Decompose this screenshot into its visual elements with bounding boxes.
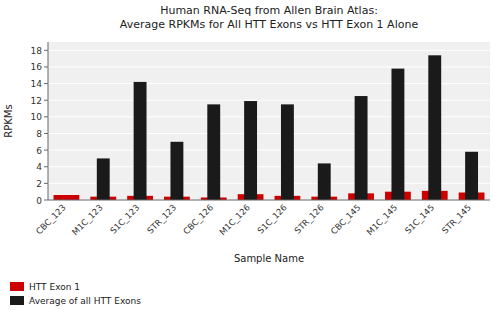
bar bbox=[281, 104, 294, 200]
title-line: Average RPKMs for All HTT Exons vs HTT E… bbox=[120, 18, 419, 31]
x-tick-label: S1C_145 bbox=[403, 202, 436, 235]
bar bbox=[54, 195, 80, 200]
grid-line bbox=[48, 133, 490, 134]
y-tick-label: 16 bbox=[31, 62, 43, 72]
legend: HTT Exon 1 Average of all HTT Exons bbox=[10, 282, 141, 306]
y-tick bbox=[44, 116, 48, 117]
y-tick bbox=[44, 183, 48, 184]
x-tick-label: M1C_126 bbox=[217, 202, 252, 237]
grid-line bbox=[48, 150, 490, 151]
grid-line bbox=[48, 100, 490, 101]
x-tick-label: M1C_145 bbox=[365, 202, 400, 237]
bar bbox=[134, 82, 147, 200]
y-tick bbox=[44, 50, 48, 51]
bar bbox=[170, 142, 183, 200]
y-tick-label: 18 bbox=[31, 46, 43, 56]
y-axis-label: RPKMs bbox=[3, 104, 14, 137]
bars bbox=[54, 55, 485, 200]
x-tick-label: STR_126 bbox=[292, 202, 325, 235]
x-tick-label: CBC_126 bbox=[181, 202, 215, 236]
x-tick-label: M1C_123 bbox=[70, 202, 105, 237]
x-tick-label: S1C_126 bbox=[255, 202, 288, 235]
grid-line bbox=[48, 83, 490, 84]
x-tick-label: CBC_123 bbox=[34, 202, 68, 236]
y-tick bbox=[44, 150, 48, 151]
chart: Human RNA-Seq from Allen Brain Atlas:Ave… bbox=[0, 0, 500, 314]
y-tick bbox=[44, 100, 48, 101]
x-tick-label: STR_123 bbox=[145, 202, 178, 235]
x-tick-label: STR_145 bbox=[440, 202, 473, 235]
y-tick-label: 14 bbox=[31, 79, 43, 89]
title-line: Human RNA-Seq from Allen Brain Atlas: bbox=[160, 4, 378, 17]
legend-label: HTT Exon 1 bbox=[29, 282, 80, 292]
bar bbox=[391, 69, 404, 200]
legend-swatch bbox=[10, 296, 24, 305]
bar bbox=[428, 55, 441, 200]
grid-line bbox=[48, 50, 490, 51]
legend-swatch bbox=[10, 282, 24, 291]
grid-line bbox=[48, 116, 490, 117]
y-tick bbox=[44, 133, 48, 134]
y-tick-label: 4 bbox=[36, 162, 42, 172]
bar bbox=[244, 101, 257, 200]
y-tick-label: 8 bbox=[36, 129, 42, 139]
y-axis bbox=[48, 42, 49, 200]
bar bbox=[207, 104, 220, 200]
y-tick bbox=[44, 200, 48, 201]
x-tick-label: S1C_123 bbox=[108, 202, 141, 235]
y-tick-label: 10 bbox=[31, 112, 43, 122]
grid-line bbox=[48, 166, 490, 167]
grid-line bbox=[48, 200, 490, 201]
plot-background bbox=[48, 42, 490, 200]
y-tick-label: 6 bbox=[36, 146, 42, 156]
bar bbox=[318, 163, 331, 200]
x-axis-label: Sample Name bbox=[234, 253, 304, 264]
bar bbox=[355, 96, 368, 200]
x-tick-label: CBC_145 bbox=[329, 202, 363, 236]
y-tick bbox=[44, 83, 48, 84]
title: Human RNA-Seq from Allen Brain Atlas:Ave… bbox=[120, 4, 419, 31]
y-tick-label: 2 bbox=[36, 179, 42, 189]
grid-line bbox=[48, 66, 490, 67]
y-tick-label: 12 bbox=[31, 96, 42, 106]
y-tick bbox=[44, 66, 48, 67]
grid-line bbox=[48, 183, 490, 184]
y-tick bbox=[44, 166, 48, 167]
y-tick-label: 0 bbox=[36, 196, 42, 206]
legend-label: Average of all HTT Exons bbox=[29, 296, 141, 306]
x-axis bbox=[48, 200, 490, 201]
bar bbox=[97, 158, 110, 200]
bar bbox=[465, 152, 478, 200]
